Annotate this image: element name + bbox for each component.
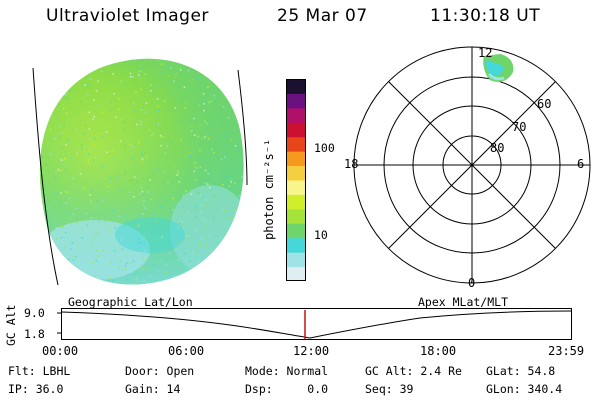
colorbar-tick-100: 100 bbox=[314, 141, 335, 155]
mlat-label-70: 70 bbox=[512, 120, 527, 134]
status-glat: GLat: 54.8 bbox=[486, 364, 556, 378]
status-gain: Gain: 14 bbox=[125, 382, 181, 396]
time-tick-1200: 12:00 bbox=[293, 344, 330, 358]
intensity-colorbar bbox=[286, 79, 306, 281]
date-label: 25 Mar 07 bbox=[277, 6, 368, 26]
mlt-label-12: 12 bbox=[478, 46, 493, 60]
instrument-title: Ultraviolet Imager bbox=[46, 6, 209, 26]
status-glon: GLon: 340.4 bbox=[486, 382, 563, 396]
geographic-label: Geographic Lat/Lon bbox=[68, 295, 193, 309]
mlt-label-6: 6 bbox=[577, 157, 585, 171]
mlat-label-80: 80 bbox=[490, 141, 505, 155]
timeline-ymax: 9.0 bbox=[24, 306, 45, 320]
mlt-label-0: 0 bbox=[468, 276, 476, 290]
colorbar-tick-10: 10 bbox=[314, 228, 328, 242]
time-tick-0000: 00:00 bbox=[42, 344, 79, 358]
status-ip: IP: 36.0 bbox=[8, 382, 64, 396]
status-door: Door: Open bbox=[125, 364, 195, 378]
time-tick-2359: 23:59 bbox=[548, 344, 585, 358]
time-tick-0600: 06:00 bbox=[168, 344, 205, 358]
status-mode: Mode: Normal bbox=[245, 364, 329, 378]
status-dsp: Dsp: 0.0 bbox=[245, 382, 329, 396]
mlat-label-60: 60 bbox=[537, 97, 552, 111]
apex-label: Apex MLat/MLT bbox=[418, 295, 509, 309]
mlt-label-18: 18 bbox=[344, 157, 359, 171]
time-tick-1800: 18:00 bbox=[420, 344, 457, 358]
status-gc-alt: GC Alt: 2.4 Re bbox=[365, 364, 462, 378]
status-seq: Seq: 39 bbox=[365, 382, 414, 396]
status-filter: Flt: LBHL bbox=[8, 364, 71, 378]
timeline-ymin: 1.8 bbox=[24, 327, 45, 341]
time-label: 11:30:18 UT bbox=[430, 6, 541, 26]
